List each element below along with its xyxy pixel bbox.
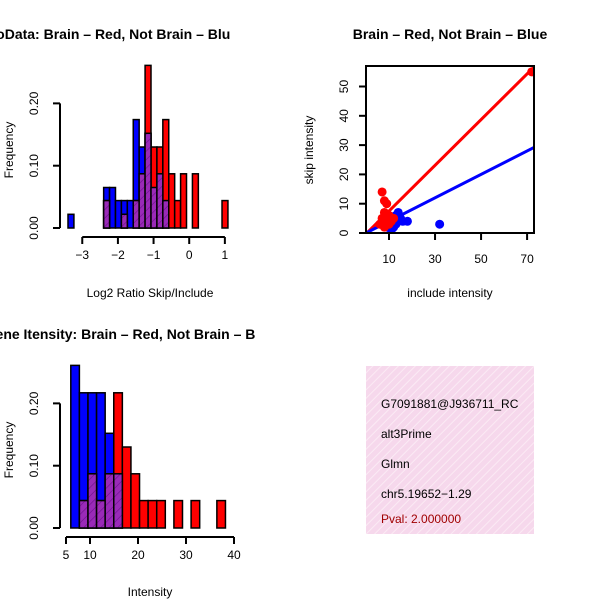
scatter-x-tick-label: 30 (428, 252, 442, 266)
intensity-hist-brain-bar (138, 499, 149, 529)
scatter-y-tick-label: 40 (337, 109, 351, 123)
ratio-hist-overlap-bar (162, 199, 170, 229)
ratio-hist-x-tick-label: −1 (147, 248, 161, 262)
brain-point (377, 187, 387, 197)
scatter-y-tick-label: 0 (337, 229, 351, 236)
intensity-hist-title: Gene Itensity: Brain – Red, Not Brain – … (0, 326, 255, 342)
intensity-hist-x-tick-label: 20 (131, 548, 145, 562)
scatter-x-tick-label: 50 (474, 252, 488, 266)
intensity-hist-brain-bar (155, 499, 167, 529)
scatter-x-tick-label: 10 (382, 252, 396, 266)
intensity-scatter-panel: Brain – Red, Not Brain – Blue 10 30 50 7001… (302, 26, 547, 300)
ratio-hist-xlabel: Log2 Ratio Skip/Include (87, 286, 214, 300)
ratio-hist-brain-bar (191, 173, 200, 229)
intensity-hist-y-tick-label: 0.00 (27, 516, 41, 540)
intensity-hist-xlabel: Intensity (128, 585, 173, 599)
scatter-y-tick-label: 30 (337, 138, 351, 152)
intensity-hist-brain-bar (147, 499, 158, 529)
ratio-hist-y-tick-label: 0.20 (27, 91, 41, 115)
ratio-hist-title: RatioData: Brain – Red, Not Brain – Blu (0, 26, 230, 42)
intensity-hist-x-tick-label: 30 (179, 548, 193, 562)
gene-info-box: G7091881@J936711_RC alt3Prime Glmn chr5.… (366, 366, 534, 534)
info-pval: Pval: 2.000000 (381, 512, 461, 526)
ratio-hist-overlap-bar (150, 186, 158, 229)
scatter-title: Brain – Red, Not Brain – Blue (353, 26, 548, 42)
ratio-hist-overlap-bar (144, 132, 152, 229)
ratio-hist-not-brain-bar (108, 186, 117, 229)
intensity-hist-brain-bar (121, 446, 132, 529)
intensity-hist-brain-bar (130, 473, 141, 529)
scatter-y-tick-label: 10 (337, 197, 351, 211)
ratio-hist-axes: −3 −2 −1 0 1 0.00 0.10 0.20 (27, 91, 229, 262)
intensity-hist-not-brain-bar (70, 364, 81, 529)
intensity-hist-x-tick-label: 40 (227, 548, 241, 562)
intensity-hist-bars (70, 364, 227, 529)
intensity-hist-overlap-bar (95, 499, 106, 529)
scatter-fit-lines (366, 66, 534, 233)
intensity-hist-brain-bar (216, 499, 227, 529)
ratio-hist-not-brain-bar (67, 213, 75, 229)
ratio-hist-ylabel: Frequency (2, 122, 16, 179)
info-gene-name: Glmn (381, 457, 410, 471)
ratio-hist-x-tick-label: −2 (111, 248, 125, 262)
ratio-hist-brain-bar (221, 199, 229, 229)
not-brain-point (435, 219, 445, 229)
intensity-hist-y-tick-label: 0.20 (27, 391, 41, 415)
ratio-hist-x-tick-label: −3 (75, 248, 89, 262)
not-brain-point (402, 216, 412, 226)
intensity-hist-brain-bar (173, 499, 184, 529)
info-box-background (366, 366, 534, 534)
brain-fit-line (366, 66, 534, 233)
ratio-hist-overlap-bar (138, 173, 146, 229)
scatter-axes: 10 30 50 70 0 10 20 30 40 50 (337, 65, 535, 266)
ratio-hist-not-brain-bar (126, 199, 134, 229)
scatter-y-tick-label: 20 (337, 167, 351, 181)
ratio-hist-y-tick-label: 0.10 (27, 154, 41, 178)
scatter-y-tick-label: 50 (337, 80, 351, 94)
scatter-plot-frame (365, 65, 535, 234)
ratio-hist-overlap-bar (156, 173, 164, 229)
scatter-xlabel: include intensity (407, 286, 492, 300)
ratio-hist-overlap-bar (102, 199, 111, 229)
intensity-hist-overlap-bar (87, 473, 98, 529)
intensity-hist-x-tick-label: 10 (83, 548, 97, 562)
scatter-points (375, 67, 534, 233)
brain-point (527, 67, 534, 77)
ratio-hist-brain-bar (173, 199, 182, 229)
intensity-hist-brain-bar (190, 499, 201, 529)
brain-point (375, 219, 385, 229)
ratio-hist-brain-bar (168, 173, 176, 229)
intensity-hist-overlap-bar (113, 473, 124, 529)
intensity-hist-overlap-bar (78, 499, 89, 529)
scatter-x-tick-label: 70 (520, 252, 534, 266)
ratio-hist-y-tick-label: 0.00 (27, 216, 41, 240)
info-location: chr5.19652−1.29 (381, 487, 472, 501)
intensity-hist-overlap-bar (104, 473, 115, 529)
scatter-ylabel: skip intensity (302, 116, 316, 185)
ratio-hist-overlap-bar (132, 199, 140, 229)
brain-point (389, 213, 399, 223)
ratio-hist-x-tick-label: 1 (222, 248, 229, 262)
intensity-histogram-panel: Gene Itensity: Brain – Red, Not Brain – … (0, 326, 255, 599)
ratio-hist-not-brain-bar (114, 199, 123, 229)
brain-point (382, 199, 392, 209)
ratio-hist-brain-bar (179, 173, 188, 229)
info-gene-id: G7091881@J936711_RC (381, 397, 519, 411)
intensity-hist-y-tick-label: 0.10 (27, 454, 41, 478)
ratio-hist-x-tick-label: 0 (186, 248, 193, 262)
ratio-hist-bars (67, 64, 229, 229)
ratio-histogram-panel: RatioData: Brain – Red, Not Brain – Blu … (0, 26, 230, 300)
ratio-hist-overlap-bar (120, 213, 129, 229)
intensity-hist-axes: 5 10 20 30 40 0.00 0.10 0.20 (27, 391, 241, 562)
intensity-hist-x-tick-label: 5 (63, 548, 70, 562)
intensity-hist-ylabel: Frequency (2, 422, 16, 479)
info-event-type: alt3Prime (381, 427, 432, 441)
